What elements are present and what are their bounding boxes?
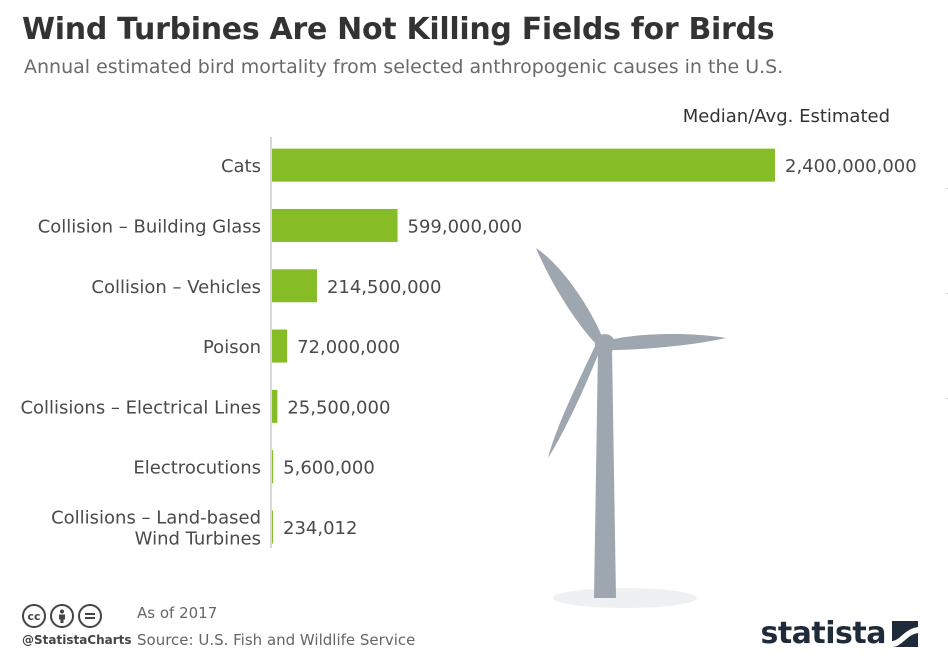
- bar: [272, 269, 317, 303]
- source-note: Source: U.S. Fish and Wildlife Service: [137, 631, 416, 649]
- category-label: Collisions – Land-based Wind Turbines: [51, 507, 261, 549]
- value-label: 599,000,000: [408, 216, 523, 237]
- value-label: 2,400,000,000: [785, 156, 917, 177]
- bar: [272, 148, 775, 182]
- statista-logo-icon: [892, 620, 918, 647]
- chart-subtitle: Annual estimated bird mortality from sel…: [24, 56, 784, 78]
- bar: [272, 450, 274, 484]
- category-label: Collisions – Electrical Lines: [20, 397, 261, 418]
- value-label: 5,600,000: [283, 458, 375, 479]
- category-label: Collision – Building Glass: [38, 216, 261, 237]
- right-edge-rule: [946, 188, 948, 189]
- bar: [272, 389, 278, 423]
- right-edge-rule: [946, 293, 948, 294]
- statista-logo: statista: [760, 616, 918, 651]
- no-derivatives-icon: [78, 604, 102, 628]
- brand-name: statista: [760, 616, 886, 651]
- bar: [272, 329, 288, 363]
- column-header: Median/Avg. Estimated: [682, 106, 890, 127]
- bar: [272, 510, 273, 544]
- category-label: Poison: [203, 337, 261, 358]
- social-handle: @StatistaCharts: [22, 633, 132, 647]
- attribution-icon: [50, 604, 74, 628]
- category-label: Collision – Vehicles: [91, 277, 261, 298]
- right-edge-rule: [946, 398, 948, 399]
- as-of-date: As of 2017: [137, 604, 218, 622]
- value-label: 72,000,000: [297, 337, 400, 358]
- value-label: 25,500,000: [287, 397, 390, 418]
- license-icons: cc: [22, 604, 102, 628]
- value-label: 234,012: [283, 518, 357, 539]
- bar: [272, 208, 398, 242]
- category-label: Cats: [221, 156, 261, 177]
- wind-turbine-icon: [536, 248, 726, 608]
- category-label: Electrocutions: [133, 458, 261, 479]
- chart-title: Wind Turbines Are Not Killing Fields for…: [22, 12, 775, 47]
- value-label: 214,500,000: [327, 277, 442, 298]
- cc-icon: cc: [22, 604, 46, 628]
